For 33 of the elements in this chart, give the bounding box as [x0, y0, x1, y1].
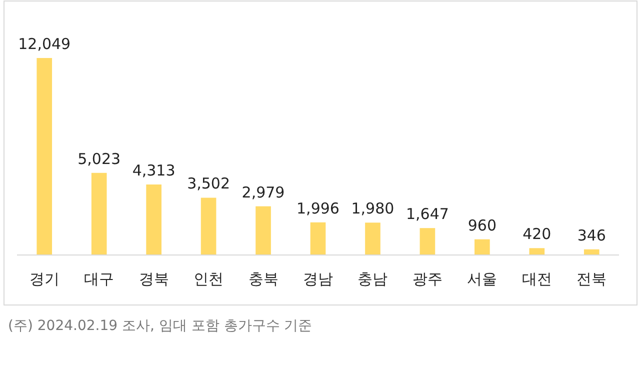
data-label: 2,979 [242, 183, 285, 202]
x-tick-label: 광주 [412, 270, 442, 288]
x-tick-label: 대전 [522, 270, 552, 288]
x-tick-label: 경기 [29, 270, 60, 288]
x-tick-label: 인천 [194, 270, 224, 288]
x-tick-label: 경남 [303, 270, 333, 288]
text: (주) 2024.02.19 조사, 임대 포함 총가구수 기준 [8, 318, 312, 334]
bar [91, 172, 107, 255]
bar [474, 239, 490, 255]
x-tick-label: 전북 [576, 270, 607, 288]
x-tick-label: 충남 [358, 270, 388, 288]
bar [200, 198, 216, 255]
data-label: 960 [468, 216, 496, 234]
bar [256, 206, 271, 255]
data-label: 420 [522, 225, 552, 244]
bar [365, 222, 380, 255]
data-label: 1,647 [406, 205, 449, 224]
data-label: 4,313 [132, 161, 176, 180]
bar [146, 184, 162, 255]
x-tick-label: 서울 [467, 270, 498, 288]
bar [529, 248, 545, 255]
bar [420, 228, 436, 255]
data-label: 1,980 [351, 200, 394, 218]
data-label: 3,502 [187, 174, 230, 193]
data-label: 5,023 [78, 150, 121, 168]
data-label: 346 [577, 226, 606, 244]
bar [310, 222, 326, 255]
x-tick-label: 경북 [138, 270, 169, 288]
data-label: 12,049 [18, 35, 71, 53]
x-tick-label: 대구 [84, 270, 114, 288]
x-tick-label: 충북 [248, 270, 278, 288]
data-label: 1,996 [296, 199, 340, 218]
bar [36, 58, 52, 255]
